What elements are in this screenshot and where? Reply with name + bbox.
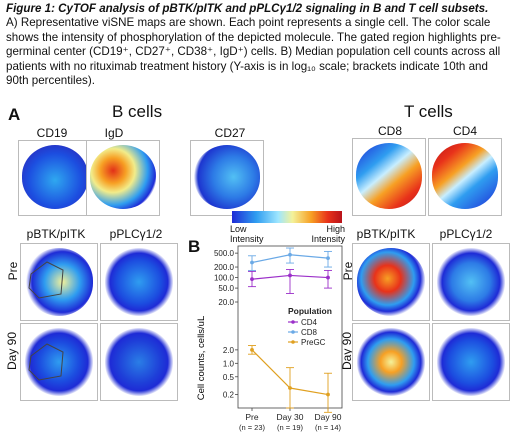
- caption-line: patients with no rituximab treatment his…: [6, 59, 488, 73]
- data-point-cd4: [288, 273, 292, 278]
- y-tick-label: 500.0: [214, 249, 235, 258]
- x-tick-label: Day 90: [315, 412, 342, 422]
- caption-title: Figure 1: CyTOF analysis of pBTK/pITK an…: [6, 2, 489, 15]
- data-point-pregc: [326, 392, 330, 397]
- legend-item-cd4: CD4: [301, 318, 318, 327]
- gated-region: [28, 261, 64, 299]
- chart-y-ticks: 500.0 200.0 100.050.0 20.0 2.0 1.0 0.5 0.2: [214, 249, 238, 400]
- y-tick-label: 200.0: [214, 263, 235, 272]
- x-tick-label: Pre: [245, 412, 259, 422]
- marker-label-cd19: CD19: [36, 126, 68, 140]
- data-point-cd4: [250, 277, 254, 282]
- data-point-cd4: [326, 275, 330, 280]
- visne-map-cd27: [190, 140, 264, 216]
- marker-label-cd27: CD27: [214, 126, 246, 140]
- y-tick-label: 1.0: [223, 359, 235, 368]
- t-cells-title: T cells: [404, 102, 453, 121]
- x-tick-n: (n = 23): [239, 423, 266, 432]
- data-point-cd8: [326, 256, 330, 261]
- color-scale-gradient: [232, 211, 342, 223]
- y-tick-label: 0.5: [223, 373, 235, 382]
- visne-map-t-pplcg-pre: [432, 243, 510, 321]
- data-point-cd8: [288, 252, 292, 257]
- row-label-day90-b: Day 90: [5, 331, 19, 371]
- caption-line: shows the intensity of phosphorylation o…: [6, 30, 501, 44]
- phospho-label-t-pbtk: pBTK/pITK: [356, 227, 416, 241]
- phospho-label-t-pplcg: pPLCγ1/2: [439, 227, 493, 241]
- color-scale-high: High Intensity: [305, 224, 345, 244]
- y-tick-label: 2.0: [223, 346, 235, 355]
- legend-marker: [291, 330, 295, 334]
- legend-title: Population: [288, 306, 332, 316]
- data-point-pregc: [250, 347, 254, 352]
- phospho-label-b-pplcg: pPLCγ1/2: [109, 227, 163, 241]
- color-scale-low-line: Intensity: [230, 234, 264, 244]
- visne-map-igd: [86, 140, 160, 216]
- visne-map-b-pbtk-pre: [20, 243, 98, 321]
- caption-line: germinal center (CD19⁺, CD27⁺, CD38⁺, Ig…: [6, 45, 501, 59]
- color-scale-low: Low Intensity: [230, 224, 264, 244]
- marker-label-cd8: CD8: [377, 124, 402, 138]
- visne-map-t-pbtk-pre: [352, 243, 430, 321]
- x-tick-label: Day 30: [277, 412, 304, 422]
- marker-label-cd4: CD4: [452, 124, 477, 138]
- chart-y-axis-label: Cell counts, cells/uL: [196, 316, 207, 400]
- chart-x-ticks: Pre(n = 23) Day 30(n = 19) Day 90(n = 14): [239, 408, 342, 432]
- y-tick-label: 0.2: [223, 391, 235, 400]
- caption-line: A) Representative viSNE maps are shown. …: [6, 16, 491, 30]
- panel-a-letter: A: [8, 105, 21, 124]
- marker-label-igd: IgD: [104, 126, 124, 140]
- x-tick-n: (n = 14): [315, 423, 342, 432]
- color-scale-high-line: Intensity: [311, 234, 345, 244]
- y-tick-label: 20.0: [218, 298, 234, 307]
- x-tick-n: (n = 19): [277, 423, 304, 432]
- caption-line: 90th percentiles).: [6, 74, 95, 88]
- legend-item-pregc: PreGC: [301, 338, 326, 347]
- y-tick-label: 100.0: [214, 274, 235, 283]
- y-tick-label: 50.0: [218, 284, 234, 293]
- visne-map-cd19: [18, 140, 92, 216]
- figure-caption: Figure 1: CyTOF analysis of pBTK/pITK an…: [6, 2, 516, 88]
- visne-map-t-pbtk-day90: [352, 323, 430, 401]
- visne-map-cd8: [352, 138, 426, 216]
- panel-b-letter: B: [188, 237, 201, 256]
- gated-region: [28, 343, 64, 381]
- visne-map-b-pbtk-day90: [20, 323, 98, 401]
- row-label-pre-b: Pre: [6, 261, 20, 281]
- b-cells-title: B cells: [112, 102, 163, 121]
- data-point-cd8: [250, 260, 254, 265]
- phospho-label-b-pbtk: pBTK/pITK: [26, 227, 86, 241]
- color-scale-low-line: Low: [230, 224, 247, 234]
- color-scale-high-line: High: [326, 224, 345, 234]
- legend-item-cd8: CD8: [301, 328, 318, 337]
- chart-series: [248, 247, 332, 413]
- visne-map-b-pplcg-pre: [100, 243, 178, 321]
- visne-map-b-pplcg-day90: [100, 323, 178, 401]
- visne-map-t-pplcg-day90: [432, 323, 510, 401]
- legend-marker: [291, 340, 295, 344]
- legend-marker: [291, 320, 295, 324]
- color-scale-bar: [232, 210, 342, 223]
- visne-map-cd4: [428, 138, 502, 216]
- data-point-pregc: [288, 386, 292, 390]
